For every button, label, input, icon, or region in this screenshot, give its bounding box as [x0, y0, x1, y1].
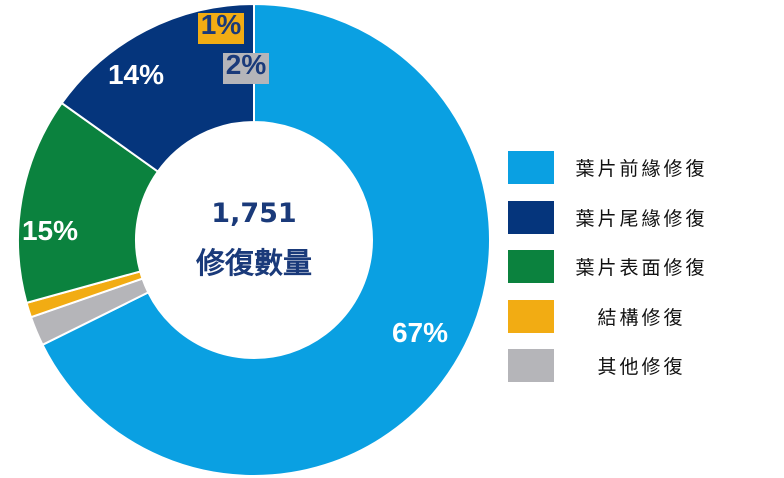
slice-label-background	[223, 53, 269, 84]
slices	[17, 2, 491, 477]
legend-label: 葉片前緣修復	[575, 158, 708, 181]
slice-label: 67%	[392, 317, 448, 348]
legend-item: 葉片尾緣修復	[508, 193, 729, 243]
slice-label: 14%	[108, 59, 164, 90]
legend-swatch	[508, 299, 554, 333]
legend: 葉片前緣修復 葉片尾緣修復 葉片表面修復 結構修復 其他修復	[508, 143, 729, 391]
legend-item: 其他修復	[508, 341, 729, 391]
center-label: 修復數量	[195, 246, 312, 280]
donut-slice	[17, 101, 160, 305]
slice-label: 1%	[201, 9, 242, 40]
legend-label: 葉片尾緣修復	[575, 207, 708, 230]
legend-label: 葉片表面修復	[575, 257, 708, 280]
legend-swatch	[508, 200, 554, 234]
legend-item: 葉片前緣修復	[508, 143, 729, 193]
donut-slice	[60, 2, 255, 173]
slice-label-background	[198, 13, 244, 44]
legend-label: 結構修復	[597, 306, 686, 329]
legend-swatch	[508, 349, 554, 383]
slice-labels: 67% 15% 14% 1% 2%	[22, 9, 448, 348]
legend-item: 葉片表面修復	[508, 242, 729, 292]
legend-swatch	[508, 250, 554, 284]
slice-label: 15%	[22, 215, 78, 246]
legend-item: 結構修復	[508, 292, 729, 342]
slice-label: 2%	[226, 49, 267, 80]
center-total: 1,751	[211, 198, 296, 229]
legend-label: 其他修復	[597, 356, 686, 379]
legend-swatch	[508, 151, 554, 185]
donut-slice	[41, 2, 491, 477]
